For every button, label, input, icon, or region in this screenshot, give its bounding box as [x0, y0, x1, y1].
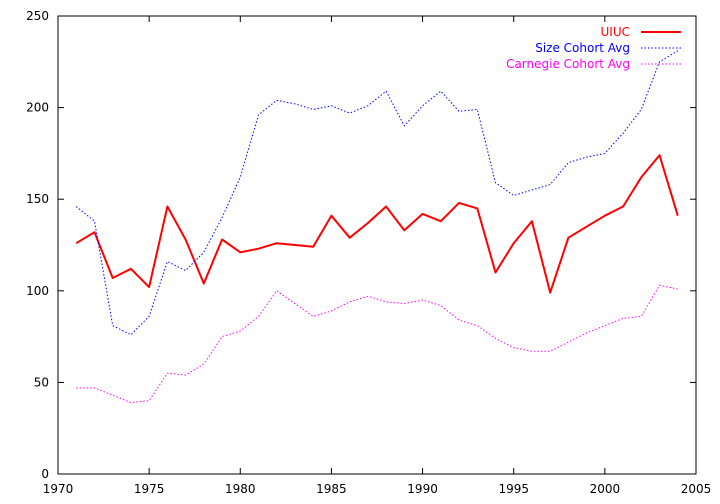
- legend: UIUC Size Cohort Avg Carnegie Cohort Avg: [506, 25, 681, 71]
- legend-label: Carnegie Cohort Avg: [506, 57, 630, 71]
- axis-tick-labels: 1970 1975 1980 1985 1990 1995 2000 2005 0 50 100 15…: [26, 9, 711, 496]
- y-tick-label: 0: [41, 467, 49, 481]
- y-tick-label: 50: [34, 375, 49, 389]
- x-tick-label: 1995: [498, 482, 529, 496]
- series-line-0: [75, 154, 679, 294]
- y-tick-label: 200: [26, 101, 49, 115]
- plot-frame: [57, 15, 697, 475]
- x-tick-label: 2000: [590, 482, 621, 496]
- x-tick-label: 1985: [316, 482, 347, 496]
- y-tick-label: 100: [26, 284, 49, 298]
- x-tick-label: 2005: [681, 482, 712, 496]
- axis-ticks: [57, 15, 697, 475]
- series-lines: [75, 50, 679, 404]
- series-line-1: [75, 50, 679, 336]
- x-tick-label: 1975: [134, 482, 165, 496]
- y-tick-label: 150: [26, 192, 49, 206]
- x-tick-label: 1990: [407, 482, 438, 496]
- legend-label: Size Cohort Avg: [535, 41, 630, 55]
- series-line-2: [76, 284, 678, 404]
- x-tick-label: 1970: [43, 482, 74, 496]
- x-tick-label: 1980: [225, 482, 256, 496]
- y-tick-label: 250: [26, 9, 49, 23]
- legend-label: UIUC: [601, 25, 630, 39]
